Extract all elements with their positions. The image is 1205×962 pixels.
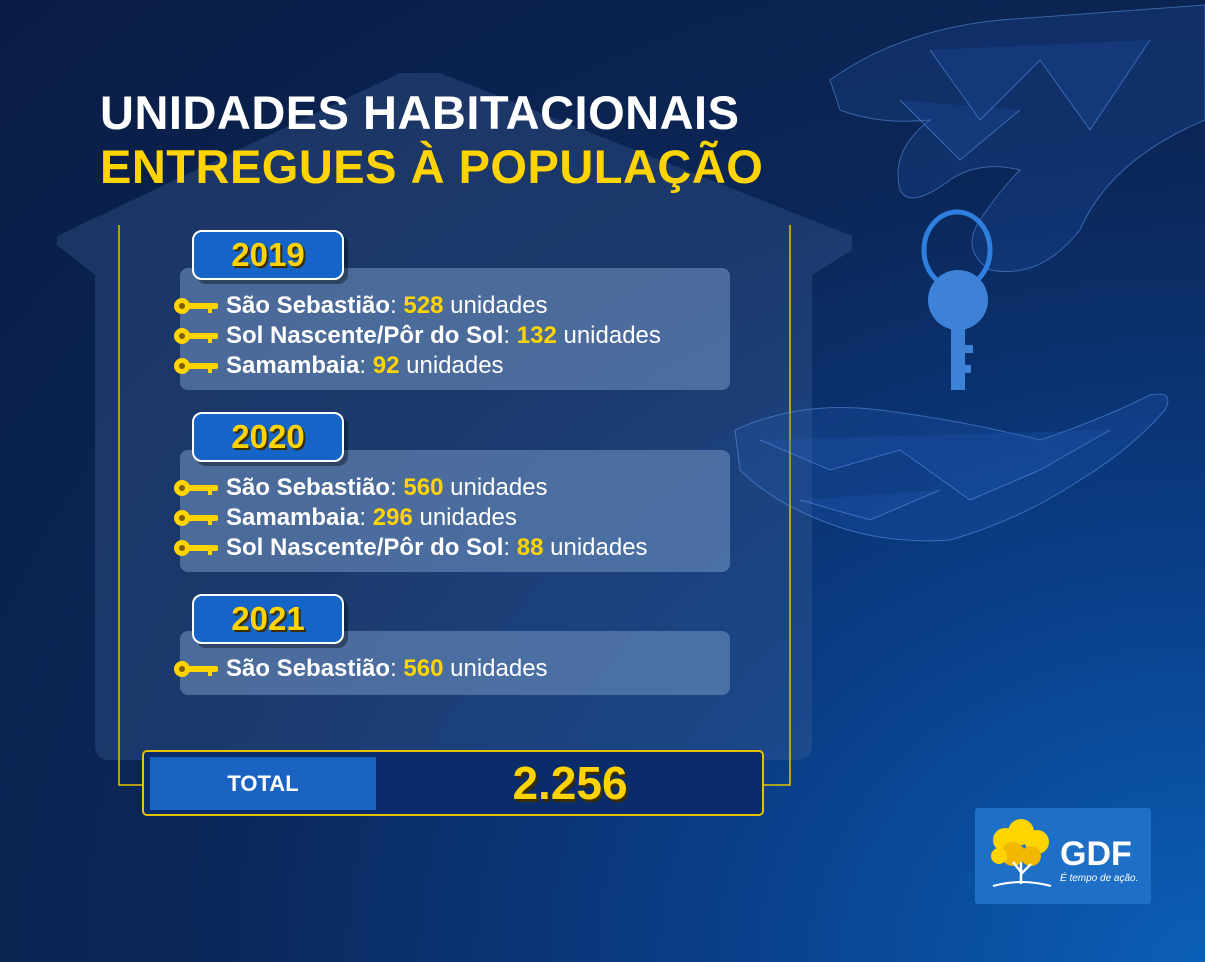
ipe-tree-logo-icon [991, 819, 1052, 887]
open-hand-illustration [734, 393, 1169, 542]
hand-with-key-illustration [829, 4, 1205, 273]
year-badge-2019: 2019 [192, 230, 344, 280]
list-item: Samambaia: 296 unidades [172, 503, 517, 533]
list-item: Samambaia: 92 unidades [172, 351, 504, 381]
logo-slogan: É tempo de ação. [1060, 873, 1139, 884]
list-item: São Sebastião: 560 unidades [172, 473, 548, 503]
title-line2: ENTREGUES À POPULAÇÃO [100, 140, 764, 193]
key-illustration [921, 209, 993, 390]
key-icon [174, 298, 218, 314]
logo-name: GDF [1060, 835, 1132, 873]
total-label: TOTAL [150, 757, 376, 810]
house-frame-line [118, 225, 791, 786]
list-item: Sol Nascente/Pôr do Sol: 88 unidades [172, 533, 648, 563]
total-value: 2.256 [512, 757, 628, 809]
key-icon [174, 358, 218, 374]
title-line1: UNIDADES HABITACIONAIS [100, 86, 740, 139]
year-panel-2019 [180, 268, 730, 390]
page-title: UNIDADES HABITACIONAIS ENTREGUES À POPUL… [100, 86, 763, 194]
key-icon [174, 540, 218, 556]
key-icon [174, 661, 218, 677]
key-icon [174, 328, 218, 344]
list-item: Sol Nascente/Pôr do Sol: 132 unidades [172, 321, 661, 351]
list-item: São Sebastião: 528 unidades [172, 291, 548, 321]
key-icon [174, 480, 218, 496]
year-badge-2020: 2020 [192, 412, 344, 462]
year-panel-2020 [180, 450, 730, 572]
year-badge-2021: 2021 [192, 594, 344, 644]
list-item: São Sebastião: 560 unidades [172, 654, 548, 684]
key-icon [174, 510, 218, 526]
